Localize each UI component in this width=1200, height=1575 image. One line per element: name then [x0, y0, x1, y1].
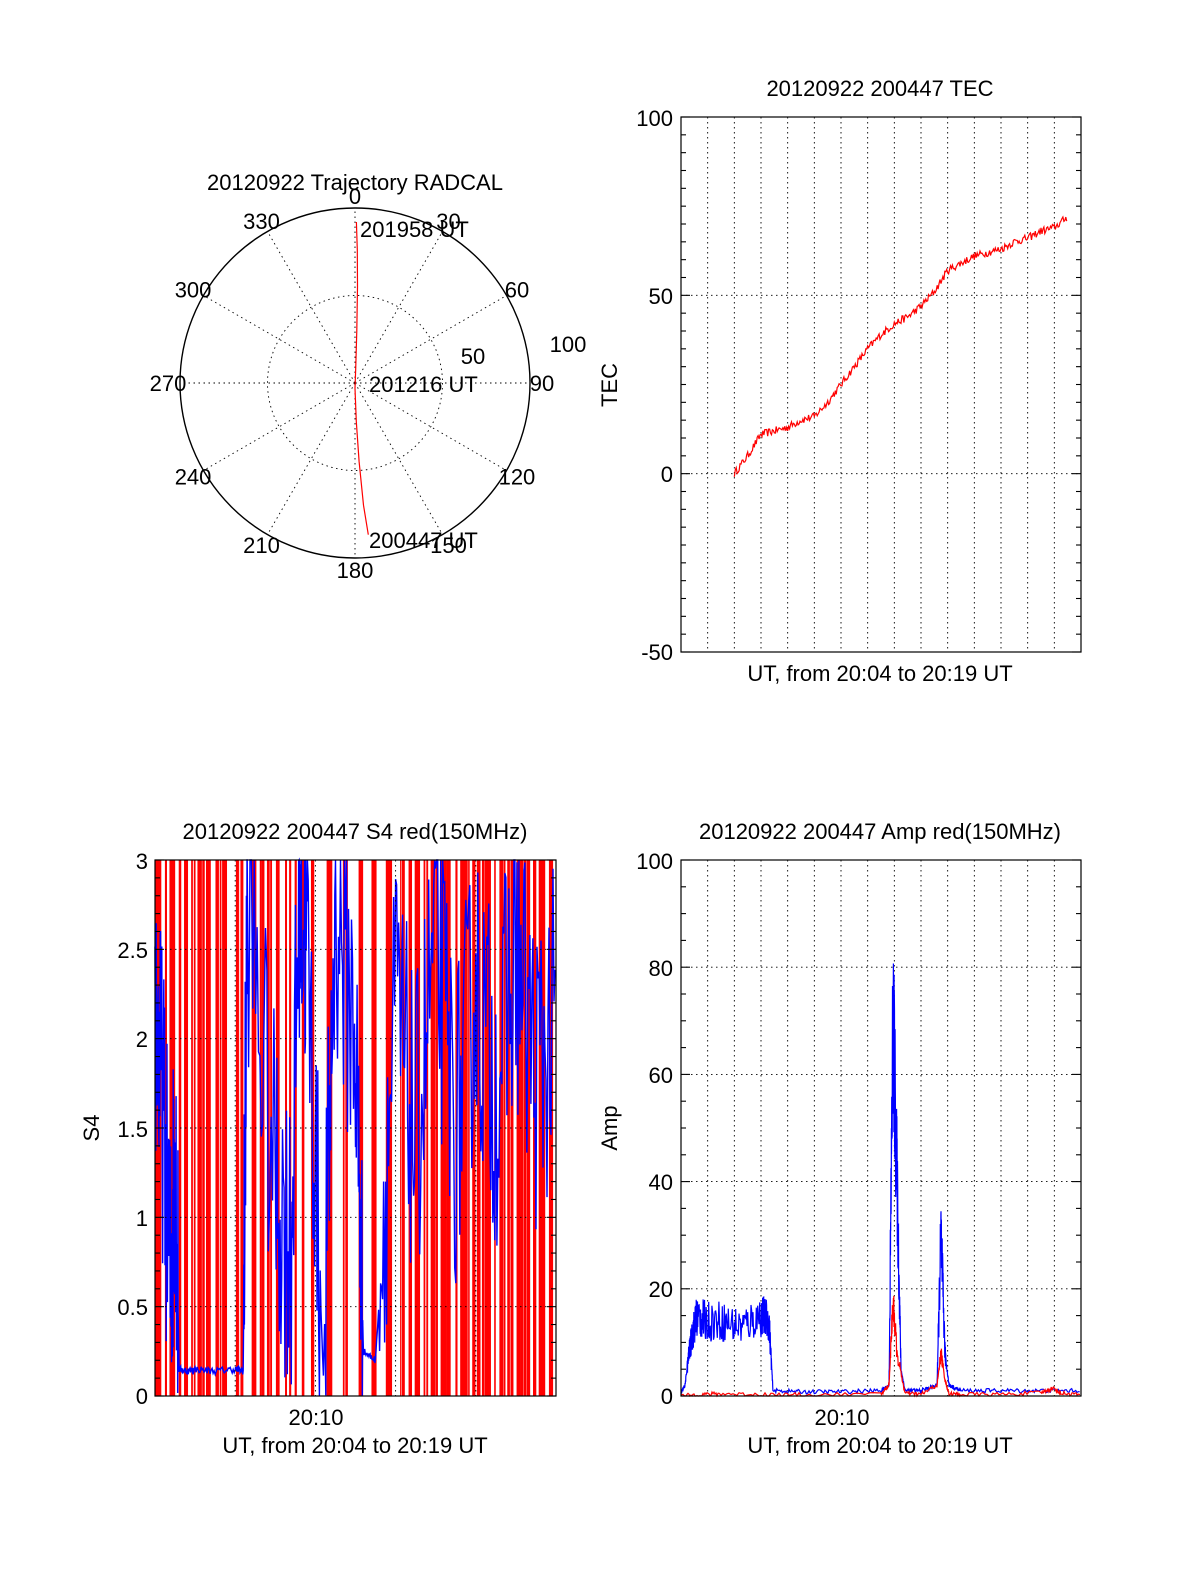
polar-outer-ring: [179, 207, 531, 559]
amp-grid: [681, 860, 1081, 1396]
s4-xtick-2010: 20:10: [288, 1405, 343, 1430]
tec-ytick-2: 50: [649, 284, 673, 309]
polar-angle-label: 120: [499, 465, 536, 490]
s4-ytick-3: 1.5: [117, 1117, 148, 1142]
tec-panel: 20120922 200447 TEC -50 0 50 100 TEC UT,…: [597, 76, 1082, 686]
amp-ytick-0: 0: [661, 1384, 673, 1409]
polar-spoke: [354, 382, 507, 471]
amp-ylabel: Amp: [597, 1105, 622, 1150]
polar-angle-label: 210: [243, 533, 280, 558]
polar-angle-label: 180: [337, 558, 374, 583]
polar-inner-ring: [267, 295, 443, 471]
polar-spoke: [203, 382, 356, 471]
s4-blue-series: [154, 857, 556, 1397]
polar-angle-label: 150: [430, 533, 467, 558]
polar-angle-label: 60: [505, 278, 529, 303]
s4-ytick-1: 0.5: [117, 1295, 148, 1320]
amp-plot-frame: [680, 859, 1082, 1397]
amp-red-series: [680, 1295, 1081, 1398]
polar-angle-label: 300: [175, 278, 212, 303]
tec-ytick-3: 100: [636, 106, 673, 131]
s4-ticks: [155, 859, 556, 1397]
amp-blue-series: [680, 963, 1080, 1396]
annotation-zenith: 201216 UT: [369, 372, 478, 397]
tec-ytick-1: 0: [661, 462, 673, 487]
amp-xlabel: UT, from 20:04 to 20:19 UT: [747, 1433, 1012, 1458]
amp-xtick-2010: 20:10: [814, 1405, 869, 1430]
s4-xlabel: UT, from 20:04 to 20:19 UT: [222, 1433, 487, 1458]
tec-ticks: [681, 116, 1081, 653]
polar-spoke: [354, 382, 443, 535]
polar-spoke: [203, 295, 356, 384]
polar-angle-label: 0: [349, 184, 361, 209]
amp-panel: 20120922 200447 Amp red(150MHz) 0 20 40 …: [597, 819, 1082, 1458]
tec-plot-frame: [680, 116, 1082, 653]
amp-ytick-2: 40: [649, 1170, 673, 1195]
polar-spoke: [267, 231, 356, 384]
tec-series: [733, 215, 1068, 477]
s4-ylabel: S4: [79, 1115, 104, 1142]
polar-angle-label: 330: [243, 209, 280, 234]
polar-spoke: [267, 382, 356, 535]
polar-angle-labels: 0 30 60 90 120 150 180 210 240 270 300 330: [150, 184, 555, 583]
amp-ytick-1: 20: [649, 1277, 673, 1302]
s4-grid: [155, 860, 556, 1396]
s4-ytick-4: 2: [136, 1027, 148, 1052]
amp-title: 20120922 200447 Amp red(150MHz): [699, 819, 1061, 844]
trajectory-series: [354, 221, 369, 535]
polar-panel: 20120922 Trajectory RADCAL 0 30 60 90 120 150…: [150, 170, 587, 583]
s4-ytick-0: 0: [136, 1384, 148, 1409]
tec-ytick-0: -50: [641, 640, 673, 665]
polar-grid: [179, 207, 531, 559]
annotation-end: 200447 UT: [369, 528, 478, 553]
polar-title: 20120922 Trajectory RADCAL: [207, 170, 503, 195]
amp-ytick-4: 80: [649, 956, 673, 981]
tec-ylabel: TEC: [597, 363, 622, 407]
s4-ytick-5: 2.5: [117, 938, 148, 963]
tec-xlabel: UT, from 20:04 to 20:19 UT: [747, 661, 1012, 686]
polar-angle-label: 90: [530, 371, 554, 396]
polar-angle-label: 240: [175, 465, 212, 490]
tec-title: 20120922 200447 TEC: [766, 76, 993, 101]
tec-grid: [681, 117, 1081, 652]
s4-ytick-6: 3: [136, 849, 148, 874]
polar-radius-label-50: 50: [461, 344, 485, 369]
amp-ticks: [681, 859, 1081, 1397]
polar-angle-label: 270: [150, 371, 187, 396]
amp-ytick-5: 100: [636, 849, 673, 874]
polar-radius-label-100: 100: [550, 332, 587, 357]
s4-ytick-2: 1: [136, 1206, 148, 1231]
polar-angle-label: 30: [436, 209, 460, 234]
annotation-start: 201958 UT: [360, 217, 469, 242]
polar-spoke: [354, 231, 443, 384]
polar-spoke: [354, 295, 507, 384]
amp-ytick-3: 60: [649, 1063, 673, 1088]
s4-title: 20120922 200447 S4 red(150MHz): [183, 819, 528, 844]
s4-panel: 20120922 200447 S4 red(150MHz) 0 0.5 1 1…: [79, 819, 557, 1458]
